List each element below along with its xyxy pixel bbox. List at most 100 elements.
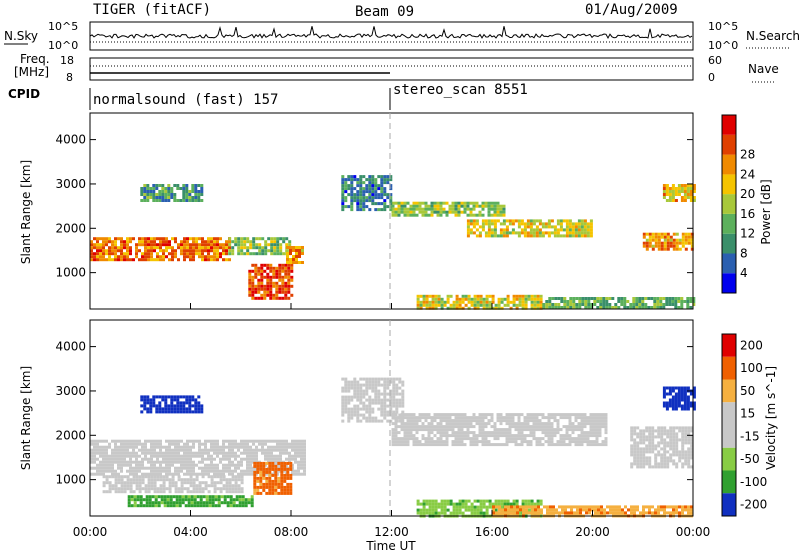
power-region-0 <box>90 237 231 262</box>
freq-label: Freq. <box>20 52 50 66</box>
power-heatmap <box>90 175 696 310</box>
power-region-4 <box>140 184 204 202</box>
power-region-1 <box>228 237 292 256</box>
nave-label: Nave <box>748 62 779 76</box>
power-colorbar-swatch-6 <box>722 154 736 175</box>
velocity-ylabel: Slant Range [km] <box>19 366 33 470</box>
beam-label: Beam 09 <box>355 4 414 20</box>
power-region-3 <box>286 246 304 264</box>
power-region-9 <box>341 175 393 212</box>
noise-tick-low-left: 10^0 <box>48 39 78 52</box>
power-ytick-label-3: 4000 <box>55 133 86 147</box>
xtick-label-6: 00:00 <box>676 525 711 539</box>
power-ytick-label-1: 2000 <box>55 221 86 235</box>
nave-tick-low: 0 <box>708 71 715 84</box>
power-colorbar-swatch-3 <box>722 213 736 234</box>
power-colorbar-tick-0: 4 <box>740 266 748 280</box>
power-region-5 <box>391 201 506 217</box>
velocity-y-axis: 1000 2000 3000 4000 <box>55 340 693 487</box>
velocity-region-6 <box>391 413 608 447</box>
power-ytick-label-0: 1000 <box>55 266 86 280</box>
velocity-colorbar-swatch-0 <box>722 334 736 357</box>
velocity-colorbar-swatch-5 <box>722 447 736 471</box>
nave-tick-high: 60 <box>708 54 722 67</box>
power-ylabel: Slant Range [km] <box>19 160 33 264</box>
velocity-region-3 <box>253 461 293 495</box>
freq-tick-high: 18 <box>60 54 74 67</box>
power-colorbar-swatch-7 <box>722 134 736 155</box>
power-region-11 <box>542 297 696 309</box>
velocity-colorbar-tick-3: 15 <box>740 407 755 421</box>
nsky-trace <box>89 26 693 40</box>
cpid-segment-2: stereo_scan 8551 <box>393 82 528 98</box>
power-colorbar-tick-6: 28 <box>740 148 755 162</box>
noise-tick-high-left: 10^5 <box>48 20 78 33</box>
velocity-ytick-label-2: 3000 <box>55 384 86 398</box>
nsky-label: N.Sky <box>4 29 38 43</box>
power-colorbar-frame <box>721 114 737 294</box>
power-colorbar: 4 8 12 16 20 24 28 <box>721 114 755 294</box>
velocity-colorbar-tick-1: 100 <box>740 361 763 375</box>
power-colorbar-tick-3: 16 <box>740 207 755 221</box>
velocity-colorbar: 200 100 50 15 -15 -50 -100 -200 <box>721 333 767 517</box>
nsearch-label: N.Search <box>746 29 800 43</box>
xtick-label-5: 20:00 <box>575 525 610 539</box>
velocity-colorbar-swatch-3 <box>722 402 736 426</box>
noise-tick-low-right: 10^0 <box>708 39 738 52</box>
velocity-colorbar-tick-6: -100 <box>740 475 767 489</box>
freq-unit: [MHz] <box>14 65 49 79</box>
power-region-10 <box>416 294 543 310</box>
power-region-6 <box>466 219 593 238</box>
velocity-colorbar-swatch-2 <box>722 379 736 403</box>
power-colorbar-tick-4: 20 <box>740 187 755 201</box>
power-colorbar-tick-1: 8 <box>740 246 748 260</box>
power-colorbar-swatch-0 <box>722 273 736 293</box>
power-ytick-label-2: 3000 <box>55 177 86 191</box>
velocity-ytick-label-0: 1000 <box>55 473 86 487</box>
velocity-colorbar-tick-4: -15 <box>740 429 760 443</box>
power-colorbar-tick-5: 24 <box>740 167 755 181</box>
velocity-colorbar-label: Velocity [m s^-1] <box>764 366 778 470</box>
cpid-label: CPID <box>8 87 40 101</box>
time-x-axis: 00:00 04:00 08:00 12:00 16:00 20:00 00:00 <box>73 303 711 539</box>
velocity-colorbar-tick-0: 200 <box>740 338 763 352</box>
time-xlabel: Time UT <box>365 539 416 553</box>
freq-tick-low: 8 <box>66 71 73 84</box>
velocity-colorbar-tick-7: -200 <box>740 498 767 512</box>
velocity-colorbar-swatch-7 <box>722 493 736 517</box>
radar-title: TIGER (fitACF) <box>93 2 211 18</box>
power-colorbar-swatch-2 <box>722 233 736 254</box>
xtick-label-4: 16:00 <box>475 525 510 539</box>
power-colorbar-swatch-5 <box>722 174 736 195</box>
velocity-region-8 <box>662 386 696 411</box>
noise-tick-high-right: 10^5 <box>708 20 738 33</box>
power-colorbar-swatch-1 <box>722 253 736 274</box>
power-y-axis: 1000 2000 3000 4000 <box>55 133 693 280</box>
noise-trace <box>89 26 693 43</box>
xtick-label-2: 08:00 <box>274 525 309 539</box>
velocity-colorbar-swatch-6 <box>722 470 736 494</box>
power-region-7 <box>642 232 694 251</box>
xtick-label-3: 12:00 <box>374 525 409 539</box>
power-colorbar-label: Power [dB] <box>759 179 773 244</box>
xtick-label-1: 04:00 <box>173 525 208 539</box>
velocity-colorbar-swatch-1 <box>722 356 736 380</box>
velocity-colorbar-frame <box>721 333 737 517</box>
cpid-segment-1: normalsound (fast) 157 <box>93 92 278 108</box>
power-colorbar-swatch-8 <box>722 115 736 135</box>
velocity-region-1 <box>102 475 244 494</box>
velocity-region-7 <box>630 426 694 469</box>
velocity-colorbar-swatch-4 <box>722 425 736 448</box>
velocity-region-4 <box>140 395 204 414</box>
power-colorbar-swatch-4 <box>722 194 736 214</box>
date-label: 01/Aug/2009 <box>585 2 678 18</box>
velocity-ytick-label-1: 2000 <box>55 428 86 442</box>
velocity-ytick-label-3: 4000 <box>55 340 86 354</box>
velocity-colorbar-tick-2: 50 <box>740 384 755 398</box>
power-region-8 <box>662 184 696 202</box>
velocity-region-2 <box>127 495 254 508</box>
velocity-heatmap <box>90 377 696 518</box>
xtick-label-0: 00:00 <box>73 525 108 539</box>
power-colorbar-tick-2: 12 <box>740 227 755 241</box>
